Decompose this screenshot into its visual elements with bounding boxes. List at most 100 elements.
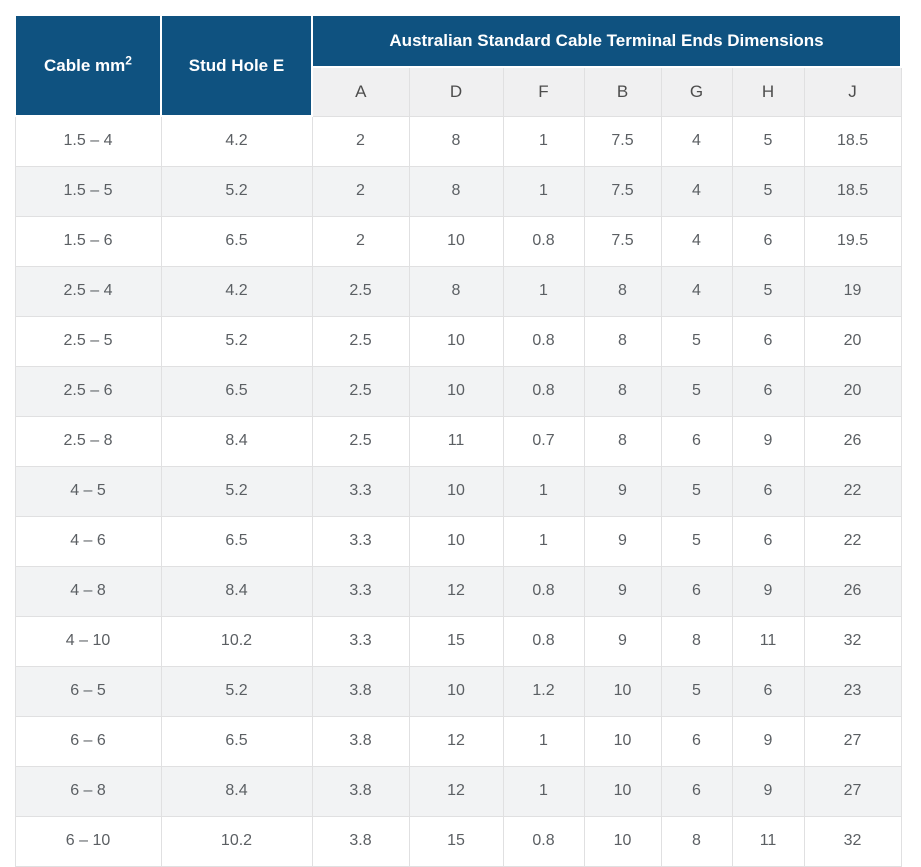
dimension-cell: 5 — [731, 115, 805, 167]
cable-range-cell: 2.5 – 8 — [14, 415, 162, 467]
dimension-cell: 9 — [731, 715, 805, 767]
dimension-cell: 10 — [408, 215, 504, 267]
dimension-cell: 1 — [502, 265, 585, 317]
dimension-column-header: J — [803, 66, 902, 117]
dimension-cell: 3.8 — [311, 765, 410, 817]
table-row: 1.5 – 6 6.5 2 10 0.8 7.5 4 6 19.5 — [14, 215, 902, 267]
cable-range-cell: 4 – 5 — [14, 465, 162, 517]
dimension-cell: 9 — [731, 765, 805, 817]
stud-hole-cell: 10.2 — [160, 615, 313, 667]
cable-range-cell: 1.5 – 4 — [14, 115, 162, 167]
cable-range-cell: 6 – 6 — [14, 715, 162, 767]
dimension-cell: 5 — [660, 315, 733, 367]
dimension-cell: 18.5 — [803, 115, 902, 167]
dimension-cell: 6 — [731, 515, 805, 567]
stud-hole-cell: 6.5 — [160, 365, 313, 417]
cable-range-cell: 4 – 6 — [14, 515, 162, 567]
dimension-cell: 10 — [583, 765, 662, 817]
dimension-cell: 8 — [583, 365, 662, 417]
table-row: 4 – 8 8.4 3.3 12 0.8 9 6 9 26 — [14, 565, 902, 617]
cable-range-cell: 6 – 8 — [14, 765, 162, 817]
dimension-cell: 18.5 — [803, 165, 902, 217]
dimension-cell: 26 — [803, 415, 902, 467]
cable-range-cell: 2.5 – 4 — [14, 265, 162, 317]
dimension-cell: 2.5 — [311, 265, 410, 317]
dimension-cell: 2 — [311, 115, 410, 167]
dimension-cell: 8 — [660, 815, 733, 867]
dimension-cell: 3.3 — [311, 615, 410, 667]
dimension-cell: 3.8 — [311, 665, 410, 717]
dimension-column-header: B — [583, 66, 662, 117]
dimension-cell: 12 — [408, 765, 504, 817]
dimension-cell: 9 — [583, 465, 662, 517]
cable-range-cell: 2.5 – 6 — [14, 365, 162, 417]
stud-hole-cell: 6.5 — [160, 215, 313, 267]
table-row: 2.5 – 6 6.5 2.5 10 0.8 8 5 6 20 — [14, 365, 902, 417]
dimension-cell: 0.8 — [502, 215, 585, 267]
column-header-stud-hole: Stud Hole E — [160, 14, 313, 117]
dimension-cell: 0.8 — [502, 315, 585, 367]
dimension-cell: 27 — [803, 765, 902, 817]
dimension-cell: 8 — [583, 415, 662, 467]
stud-hole-cell: 8.4 — [160, 565, 313, 617]
table-row: 2.5 – 5 5.2 2.5 10 0.8 8 5 6 20 — [14, 315, 902, 367]
stud-hole-cell: 8.4 — [160, 415, 313, 467]
dimension-cell: 20 — [803, 365, 902, 417]
dimension-cell: 10 — [583, 715, 662, 767]
dimension-cell: 2.5 — [311, 365, 410, 417]
dimension-cell: 6 — [731, 315, 805, 367]
dimension-cell: 5 — [660, 665, 733, 717]
dimension-cell: 32 — [803, 615, 902, 667]
dimension-cell: 9 — [583, 515, 662, 567]
dimension-cell: 5 — [731, 165, 805, 217]
dimension-cell: 1 — [502, 765, 585, 817]
dimension-cell: 0.7 — [502, 415, 585, 467]
dimension-cell: 1 — [502, 165, 585, 217]
dimension-cell: 9 — [583, 565, 662, 617]
column-header-cable-label: Cable mm — [44, 55, 126, 75]
table-row: 4 – 6 6.5 3.3 10 1 9 5 6 22 — [14, 515, 902, 567]
dimension-cell: 6 — [660, 565, 733, 617]
dimension-cell: 12 — [408, 565, 504, 617]
group-header-title: Australian Standard Cable Terminal Ends … — [310, 14, 903, 68]
dimension-cell: 15 — [408, 615, 504, 667]
dimension-cell: 10 — [408, 315, 504, 367]
dimension-cell: 1.2 — [502, 665, 585, 717]
stud-hole-cell: 5.2 — [160, 315, 313, 367]
dimension-cell: 9 — [731, 415, 805, 467]
dimension-cell: 10 — [408, 365, 504, 417]
table-row: 1.5 – 5 5.2 2 8 1 7.5 4 5 18.5 — [14, 165, 902, 217]
dimension-cell: 10 — [408, 515, 504, 567]
dimension-cell: 1 — [502, 515, 585, 567]
dimension-cell: 32 — [803, 815, 902, 867]
table-row: 6 – 10 10.2 3.8 15 0.8 10 8 11 32 — [14, 815, 902, 867]
dimension-cell: 15 — [408, 815, 504, 867]
dimension-cell: 1 — [502, 465, 585, 517]
cable-range-cell: 6 – 10 — [14, 815, 162, 867]
table-row: 6 – 6 6.5 3.8 12 1 10 6 9 27 — [14, 715, 902, 767]
stud-hole-cell: 8.4 — [160, 765, 313, 817]
dimension-cell: 8 — [583, 315, 662, 367]
dimension-cell: 22 — [803, 465, 902, 517]
dimension-cell: 19.5 — [803, 215, 902, 267]
dimension-cell: 19 — [803, 265, 902, 317]
dimension-cell: 8 — [660, 615, 733, 667]
dimension-cell: 0.8 — [502, 615, 585, 667]
dimension-cell: 7.5 — [583, 165, 662, 217]
dimension-cell: 5 — [731, 265, 805, 317]
dimension-cell: 3.8 — [311, 715, 410, 767]
dimension-cell: 0.8 — [502, 365, 585, 417]
dimension-cell: 8 — [583, 265, 662, 317]
dimension-cell: 8 — [408, 165, 504, 217]
dimension-cell: 0.8 — [502, 565, 585, 617]
dimension-cell: 10 — [408, 665, 504, 717]
cable-range-cell: 1.5 – 5 — [14, 165, 162, 217]
stud-hole-cell: 5.2 — [160, 465, 313, 517]
dimension-cell: 6 — [660, 715, 733, 767]
dimension-cell: 6 — [731, 665, 805, 717]
stud-hole-cell: 4.2 — [160, 265, 313, 317]
dimension-cell: 2 — [311, 215, 410, 267]
table-row: 1.5 – 4 4.2 2 8 1 7.5 4 5 18.5 — [14, 115, 902, 167]
table-body: 1.5 – 4 4.2 2 8 1 7.5 4 5 18.5 1.5 – 5 5.2 2 8 1 7.5 4 5… — [14, 115, 902, 867]
stud-hole-cell: 5.2 — [160, 165, 313, 217]
